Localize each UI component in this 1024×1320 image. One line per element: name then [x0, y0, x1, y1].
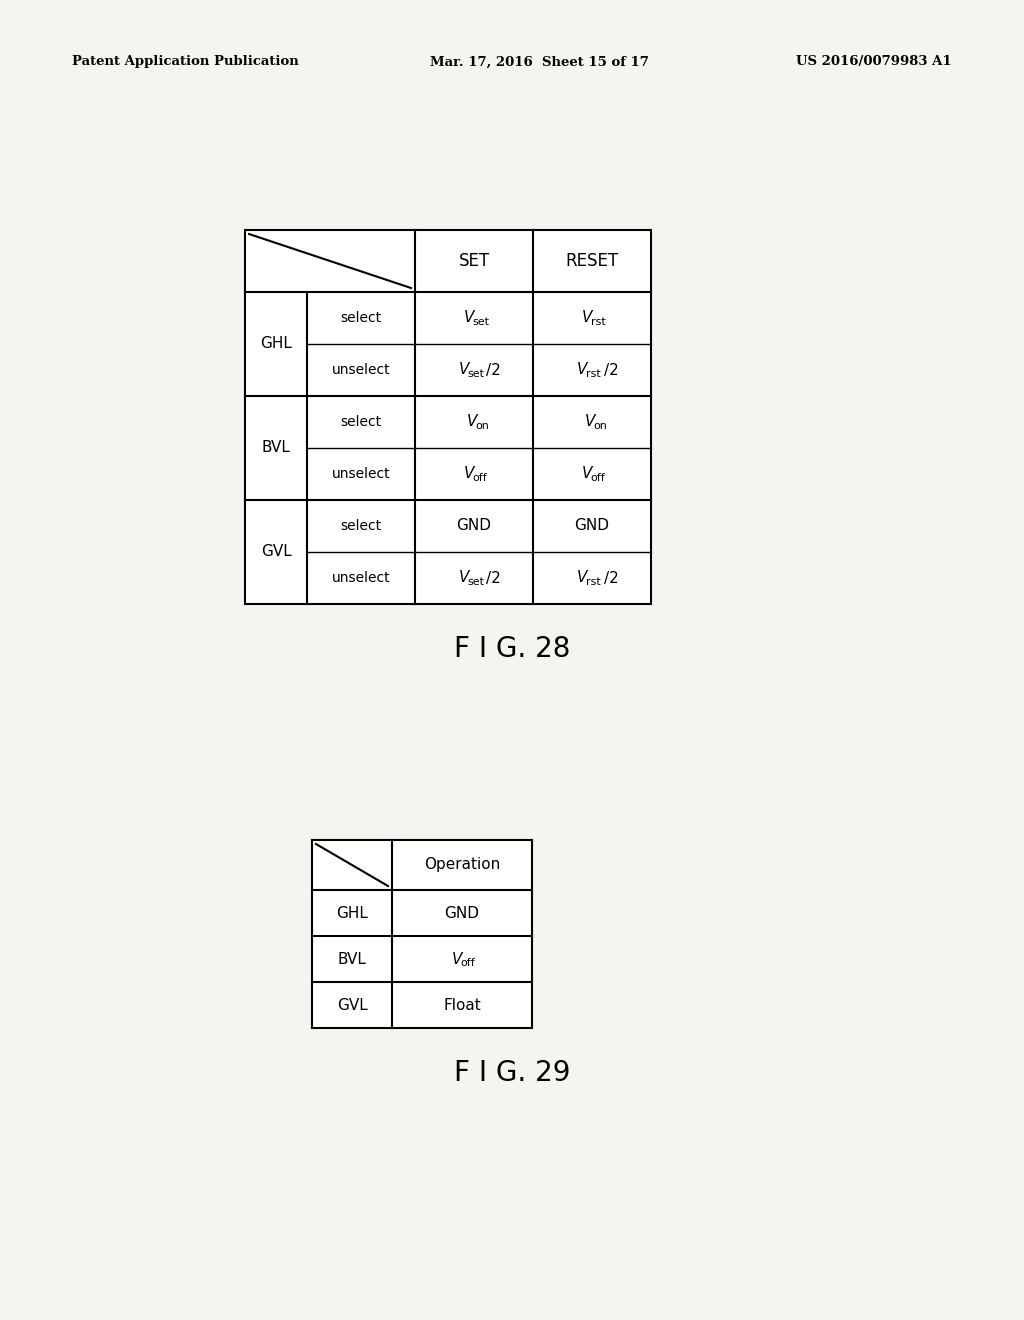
- Bar: [245, 230, 651, 605]
- Text: Float: Float: [443, 998, 481, 1012]
- Bar: [312, 840, 532, 1028]
- Text: US 2016/0079983 A1: US 2016/0079983 A1: [797, 55, 952, 69]
- Text: V: V: [582, 310, 592, 326]
- Text: set: set: [468, 577, 484, 587]
- Text: /2: /2: [604, 363, 618, 378]
- Text: SET: SET: [459, 252, 489, 271]
- Text: GVL: GVL: [337, 998, 368, 1012]
- Text: /2: /2: [486, 363, 501, 378]
- Text: V: V: [585, 414, 595, 429]
- Text: off: off: [473, 473, 487, 483]
- Text: V: V: [459, 570, 469, 586]
- Text: set: set: [473, 317, 489, 327]
- Text: V: V: [577, 570, 587, 586]
- Text: on: on: [475, 421, 489, 432]
- Text: BVL: BVL: [338, 952, 367, 966]
- Text: GHL: GHL: [336, 906, 368, 920]
- Text: select: select: [340, 312, 382, 325]
- Text: rst: rst: [586, 577, 600, 587]
- Text: on: on: [594, 421, 607, 432]
- Text: off: off: [461, 958, 475, 968]
- Text: select: select: [340, 414, 382, 429]
- Text: V: V: [582, 466, 592, 482]
- Text: rst: rst: [586, 370, 600, 379]
- Text: off: off: [591, 473, 605, 483]
- Text: RESET: RESET: [565, 252, 618, 271]
- Text: select: select: [340, 519, 382, 533]
- Text: F I G. 28: F I G. 28: [454, 635, 570, 663]
- Text: GND: GND: [574, 519, 609, 533]
- Text: GND: GND: [457, 519, 492, 533]
- Text: V: V: [452, 952, 462, 966]
- Text: F I G. 29: F I G. 29: [454, 1059, 570, 1086]
- Text: V: V: [467, 414, 477, 429]
- Text: unselect: unselect: [332, 363, 390, 378]
- Text: V: V: [577, 363, 587, 378]
- Text: V: V: [459, 363, 469, 378]
- Text: BVL: BVL: [261, 441, 291, 455]
- Text: rst: rst: [591, 317, 605, 327]
- Text: Operation: Operation: [424, 858, 500, 873]
- Text: unselect: unselect: [332, 467, 390, 480]
- Text: /2: /2: [486, 570, 501, 586]
- Text: Patent Application Publication: Patent Application Publication: [72, 55, 299, 69]
- Text: Mar. 17, 2016  Sheet 15 of 17: Mar. 17, 2016 Sheet 15 of 17: [430, 55, 649, 69]
- Text: set: set: [468, 370, 484, 379]
- Text: GND: GND: [444, 906, 479, 920]
- Text: /2: /2: [604, 570, 618, 586]
- Text: V: V: [464, 310, 474, 326]
- Text: unselect: unselect: [332, 572, 390, 585]
- Text: V: V: [464, 466, 474, 482]
- Text: GHL: GHL: [260, 337, 292, 351]
- Text: GVL: GVL: [261, 544, 292, 560]
